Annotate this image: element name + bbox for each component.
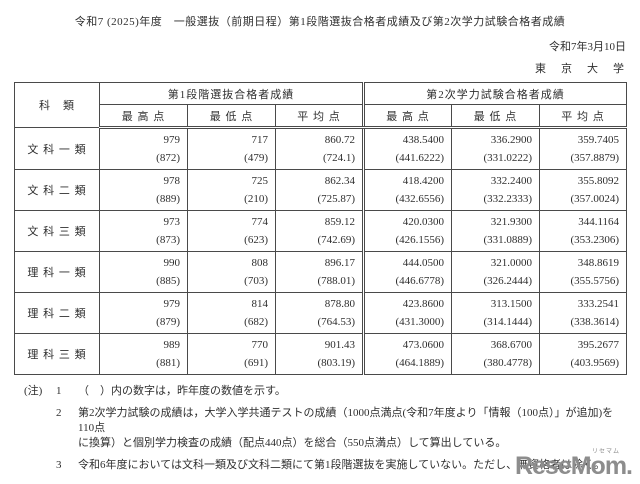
category-cell: 文 科 三 類	[14, 210, 100, 252]
score-cell: 859.12 (742.69)	[274, 210, 365, 252]
score-cell: 423.8600 (431.3000)	[362, 292, 453, 334]
column-header-min-1: 最 低 点	[187, 104, 276, 129]
resemom-logo: ReseMom リセマム.	[514, 449, 633, 480]
score-cell: 321.9300 (331.0889)	[451, 210, 541, 252]
score-cell: 333.2541 (338.3614)	[539, 292, 628, 334]
score-cell: 770 (691)	[187, 333, 276, 375]
category-cell: 理 科 三 類	[14, 333, 100, 375]
score-cell: 418.4200 (432.6556)	[362, 169, 453, 211]
column-header-max-1: 最 高 点	[99, 104, 188, 129]
score-cell: 901.43 (803.19)	[274, 333, 365, 375]
table-row: 文 科 二 類 978 (889) 725 (210) 862.34 (725.87)…	[14, 169, 628, 211]
header-sub-row: 最 高 点 最 低 点 平 均 点 最 高 点 最 低 点 平 均 点	[15, 104, 628, 129]
score-table: 科 類 第1段階選抜合格者成績 第2次学力試験合格者成績 最 高 点 最 低 点…	[14, 82, 628, 375]
score-cell: 989 (881)	[99, 333, 188, 375]
score-cell: 860.72 (724.1)	[274, 127, 365, 170]
score-cell: 973 (873)	[99, 210, 188, 252]
score-cell: 862.34 (725.87)	[274, 169, 365, 211]
score-cell: 420.0300 (426.1556)	[362, 210, 453, 252]
table-row: 理 科 一 類 990 (885) 808 (703) 896.17 (788.01)…	[14, 251, 628, 293]
category-cell: 文 科 二 類	[14, 169, 100, 211]
score-cell: 332.2400 (332.2333)	[451, 169, 541, 211]
score-cell: 444.0500 (446.6778)	[362, 251, 453, 293]
score-cell: 990 (885)	[99, 251, 188, 293]
score-cell: 355.8092 (357.0024)	[539, 169, 628, 211]
score-cell: 344.1164 (353.2306)	[539, 210, 628, 252]
column-header-min-2: 最 低 点	[451, 104, 541, 129]
footnote-2: 2 第2次学力試験の成績は，大学入学共通テストの成績（1000点満点(令和7年度…	[56, 407, 614, 449]
score-cell: 348.8619 (355.5756)	[539, 251, 628, 293]
column-group-stage1: 第1段階選抜合格者成績	[98, 82, 365, 105]
score-cell: 336.2900 (331.0222)	[451, 127, 541, 170]
document-date: 令和7年3月10日	[549, 41, 626, 53]
score-cell: 359.7405 (357.8879)	[539, 127, 628, 170]
score-cell: 979 (879)	[99, 292, 188, 334]
footnotes: (注) 1 （ ）内の数字は，昨年度の数値を示す。 2 第2次学力試験の成績は，…	[24, 384, 626, 473]
score-cell: 774 (623)	[187, 210, 276, 252]
footnote-1: (注) 1 （ ）内の数字は，昨年度の数値を示す。	[24, 385, 286, 397]
category-cell: 理 科 一 類	[14, 251, 100, 293]
score-cell: 896.17 (788.01)	[274, 251, 365, 293]
score-cell: 717 (479)	[187, 127, 276, 170]
organization-name: 東 京 大 学	[535, 63, 626, 75]
table-row: 文 科 三 類 973 (873) 774 (623) 859.12 (742.69)…	[14, 210, 628, 252]
category-cell: 文 科 一 類	[14, 127, 100, 170]
column-header-category: 科 類	[14, 82, 100, 128]
score-cell: 313.1500 (314.1444)	[451, 292, 541, 334]
score-cell: 808 (703)	[187, 251, 276, 293]
score-cell: 395.2677 (403.9569)	[539, 333, 628, 375]
score-cell: 814 (682)	[187, 292, 276, 334]
score-cell: 878.80 (764.53)	[274, 292, 365, 334]
category-cell: 理 科 二 類	[14, 292, 100, 334]
table-row: 理 科 二 類 979 (879) 814 (682) 878.80 (764.53)…	[14, 292, 628, 334]
header-group-row: 科 類 第1段階選抜合格者成績 第2次学力試験合格者成績	[14, 82, 628, 128]
score-cell: 978 (889)	[99, 169, 188, 211]
score-cell: 368.6700 (380.4778)	[451, 333, 541, 375]
resemom-logo-ruby: リセマム	[591, 449, 620, 455]
score-cell: 321.0000 (326.2444)	[451, 251, 541, 293]
resemom-logo-text: ReseMom	[514, 452, 627, 480]
resemom-logo-period: .	[626, 452, 633, 480]
table-row: 文 科 一 類 979 (872) 717 (479) 860.72 (724.1) …	[14, 127, 628, 170]
score-cell: 438.5400 (441.6222)	[362, 127, 453, 170]
score-cell: 979 (872)	[99, 127, 188, 170]
score-cell: 725 (210)	[187, 169, 276, 211]
table-row: 理 科 三 類 989 (881) 770 (691) 901.43 (803.19)…	[14, 333, 628, 375]
column-header-max-2: 最 高 点	[362, 104, 453, 129]
column-group-stage2: 第2次学力試験合格者成績	[362, 82, 628, 105]
footnote-marker: (注)	[24, 385, 43, 397]
page-title: 令和7 (2025)年度 一般選抜（前期日程）第1段階選抜合格者成績及び第2次学…	[74, 16, 566, 28]
column-header-avg-1: 平 均 点	[274, 104, 365, 129]
column-header-avg-2: 平 均 点	[539, 104, 628, 129]
footnote-3: 3 令和6年度においては文科一類及び文科二類にて第1段階選抜を実施していない。た…	[56, 459, 606, 471]
score-cell: 473.0600 (464.1889)	[362, 333, 453, 375]
